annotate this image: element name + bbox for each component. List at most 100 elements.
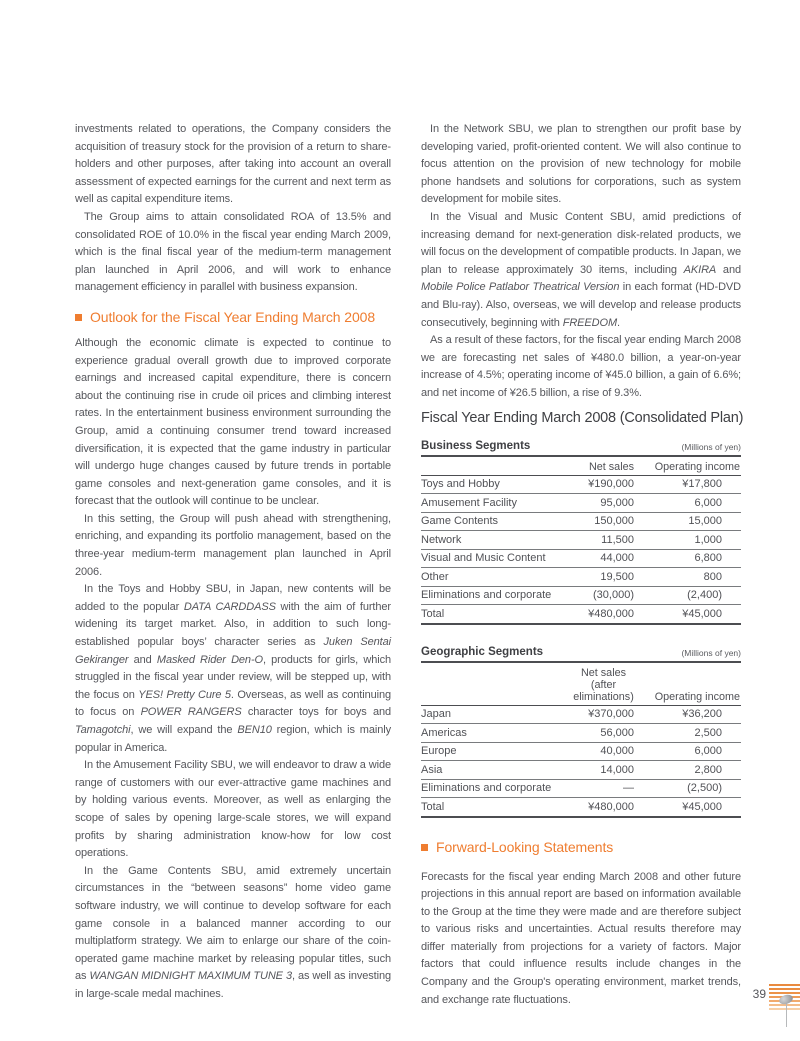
table-header-row: Net sales (after eliminations) Operating… xyxy=(421,662,741,706)
body-paragraph: In the Visual and Music Content SBU, ami… xyxy=(421,210,741,329)
table-row: Toys and Hobby ¥190,000 ¥17,800 xyxy=(421,475,741,494)
row-value: 14,000 xyxy=(563,760,652,780)
row-value: ¥36,200 xyxy=(652,705,741,724)
row-label: Game Contents xyxy=(421,512,563,531)
row-value: ¥45,000 xyxy=(652,604,741,625)
row-value: 40,000 xyxy=(563,742,652,761)
row-value: 2,800 xyxy=(652,760,741,780)
column-header-operating-income: Operating income xyxy=(652,662,741,706)
row-label: Visual and Music Content xyxy=(421,549,563,568)
body-paragraph: The Group aims to attain consolidated RO… xyxy=(75,210,391,294)
body-paragraph: In this setting, the Group will push ahe… xyxy=(75,512,391,578)
section-heading-outlook: Outlook for the Fiscal Year Ending March… xyxy=(75,309,391,325)
right-column: In the Network SBU, we plan to strengthe… xyxy=(421,121,744,1009)
table-header-row: Net sales Operating income xyxy=(421,456,741,476)
column-header-blank xyxy=(421,456,563,476)
table-title: Business Segments xyxy=(421,439,531,452)
row-value: ¥45,000 xyxy=(652,797,741,818)
row-value: 56,000 xyxy=(563,723,652,743)
stripe-graphic xyxy=(769,988,800,990)
row-value: 6,000 xyxy=(652,742,741,761)
table-row: Asia 14,000 2,800 xyxy=(421,760,741,780)
table-row: Game Contents 150,000 15,000 xyxy=(421,512,741,531)
row-label: Total xyxy=(421,604,563,625)
row-label: Toys and Hobby xyxy=(421,475,563,494)
row-value: 2,500 xyxy=(652,723,741,743)
stripe-graphic xyxy=(769,1008,800,1010)
section-bullet-icon xyxy=(421,843,428,851)
row-label: Asia xyxy=(421,760,563,780)
balloon-string xyxy=(786,1003,787,1027)
section-heading-label: Outlook for the Fiscal Year Ending March… xyxy=(90,308,376,325)
column-header-net-sales-after-eliminations: Net sales (after eliminations) xyxy=(563,662,652,706)
table-row: Europe 40,000 6,000 xyxy=(421,742,741,761)
header-line-1: Net sales xyxy=(580,666,626,679)
row-value: 95,000 xyxy=(563,493,652,513)
table-row: Network 11,500 1,000 xyxy=(421,530,741,550)
row-label: Amusement Facility xyxy=(421,493,563,513)
row-value: — xyxy=(563,779,652,798)
table-row: Other 19,500 800 xyxy=(421,567,741,587)
row-value: 800 xyxy=(652,567,741,587)
business-segments-table: Business Segments (Millions of yen) Net … xyxy=(421,440,741,625)
row-label: Europe xyxy=(421,742,563,761)
row-label: Total xyxy=(421,797,563,818)
table-row: Visual and Music Content 44,000 6,800 xyxy=(421,549,741,568)
table-title-row: Business Segments (Millions of yen) xyxy=(421,440,741,457)
row-label: Network xyxy=(421,530,563,550)
row-label: Eliminations and corporate xyxy=(421,779,563,798)
row-value: 6,800 xyxy=(652,549,741,568)
geographic-segments-table: Geographic Segments (Millions of yen) Ne… xyxy=(421,646,741,818)
table-row: Eliminations and corporate — (2,500) xyxy=(421,779,741,798)
row-value: ¥370,000 xyxy=(563,705,652,724)
row-value: 19,500 xyxy=(563,567,652,587)
table-row: Total ¥480,000 ¥45,000 xyxy=(421,797,741,818)
report-stripe-logo xyxy=(769,984,800,1030)
row-label: Eliminations and corporate xyxy=(421,586,563,605)
left-column: investments related to operations, the C… xyxy=(75,121,391,1004)
row-value: (30,000) xyxy=(563,586,652,605)
table-unit-note: (Millions of yen) xyxy=(681,647,741,658)
table-row: Eliminations and corporate (30,000) (2,400… xyxy=(421,586,741,605)
table-unit-note: (Millions of yen) xyxy=(681,441,741,452)
section-bullet-icon xyxy=(75,313,82,321)
body-paragraph: In the Game Contents SBU, amid extremely… xyxy=(75,864,392,1000)
page-number: 39 xyxy=(752,987,766,1001)
table-row: Japan ¥370,000 ¥36,200 xyxy=(421,705,741,724)
table-title: Geographic Segments xyxy=(421,645,544,658)
section-heading-forward-looking: Forward-Looking Statements xyxy=(421,839,741,855)
row-value: ¥190,000 xyxy=(563,475,652,494)
header-line-2: (after eliminations) xyxy=(573,678,634,703)
row-value: ¥17,800 xyxy=(652,475,741,494)
row-value: 15,000 xyxy=(652,512,741,531)
row-value: 6,000 xyxy=(652,493,741,513)
row-label: Japan xyxy=(421,705,563,724)
row-value: 1,000 xyxy=(652,530,741,550)
row-value: 11,500 xyxy=(563,530,652,550)
row-value: (2,500) xyxy=(652,779,741,798)
row-label: Americas xyxy=(421,723,563,743)
body-paragraph: In the Network SBU, we plan to strengthe… xyxy=(421,123,741,206)
body-paragraph: As a result of these factors, for the fi… xyxy=(421,334,741,399)
stripe-graphic xyxy=(769,992,800,994)
consolidated-plan-title: Fiscal Year Ending March 2008 (Consolida… xyxy=(421,409,744,426)
row-value: 150,000 xyxy=(563,512,652,531)
stripe-graphic xyxy=(769,1004,800,1006)
body-paragraph: In the Amusement Facility SBU, we will e… xyxy=(75,759,391,860)
table-row: Americas 56,000 2,500 xyxy=(421,723,741,743)
body-paragraph: In the Toys and Hobby SBU, in Japan, new… xyxy=(75,583,391,754)
column-header-operating-income: Operating income xyxy=(652,456,741,476)
column-header-net-sales: Net sales xyxy=(563,456,652,476)
row-value: (2,400) xyxy=(652,586,741,605)
row-value: ¥480,000 xyxy=(563,604,652,625)
section-heading-label: Forward-Looking Statements xyxy=(436,838,614,855)
column-header-blank xyxy=(421,662,563,706)
row-value: 44,000 xyxy=(563,549,652,568)
row-value: ¥480,000 xyxy=(563,797,652,818)
table-title-row: Geographic Segments (Millions of yen) xyxy=(421,646,741,663)
table-row: Amusement Facility 95,000 6,000 xyxy=(421,493,741,513)
body-paragraph: investments related to operations, the C… xyxy=(75,123,391,206)
body-paragraph: Although the economic climate is expecte… xyxy=(75,336,391,508)
table-row: Total ¥480,000 ¥45,000 xyxy=(421,604,741,625)
